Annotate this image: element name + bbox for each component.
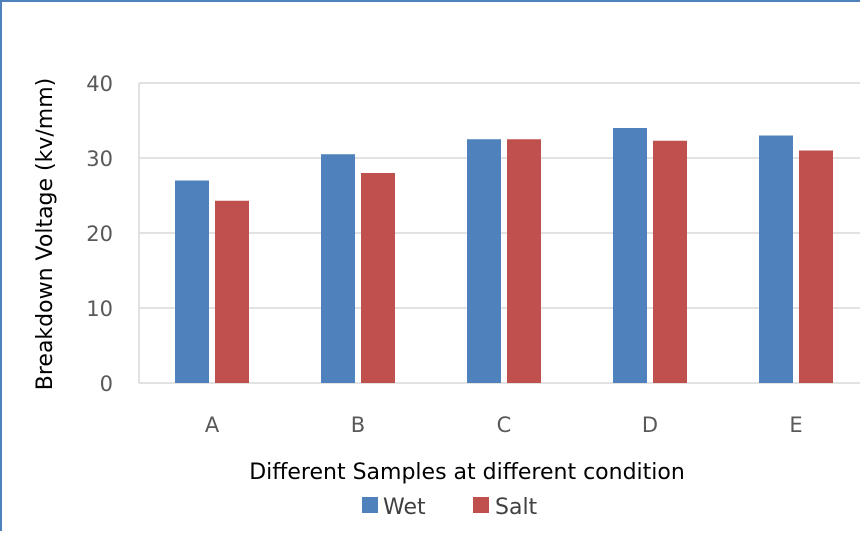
legend-label-salt: Salt: [495, 495, 538, 520]
legend-swatch-salt: [473, 497, 489, 513]
x-tick-label: A: [205, 413, 220, 437]
legend-label-wet: Wet: [383, 495, 426, 520]
x-axis-title: Different Samples at different condition: [249, 460, 685, 485]
x-tick-label: E: [789, 413, 802, 437]
bar-salt-c: [507, 139, 541, 383]
x-tick-label: C: [497, 413, 512, 437]
bar-wet-d: [613, 128, 647, 383]
y-tick-label: 40: [86, 72, 113, 96]
x-tick-label: B: [351, 413, 365, 437]
bar-wet-e: [759, 135, 793, 383]
legend: Wet Salt: [362, 495, 538, 520]
bar-salt-b: [361, 173, 395, 383]
bars: [175, 128, 833, 383]
y-tick-label: 10: [86, 297, 113, 321]
y-tick-labels: 0 10 20 30 40: [86, 72, 113, 396]
x-tick-labels: A B C D E: [205, 413, 803, 437]
bar-wet-a: [175, 180, 209, 383]
bar-wet-c: [467, 139, 501, 383]
bar-salt-a: [215, 200, 249, 383]
bar-salt-d: [653, 140, 687, 383]
legend-swatch-wet: [362, 497, 378, 513]
y-tick-label: 20: [86, 222, 113, 246]
bar-wet-b: [321, 154, 355, 383]
bar-salt-e: [799, 150, 833, 383]
x-tick-label: D: [642, 413, 658, 437]
y-tick-label: 0: [100, 372, 113, 396]
y-axis-title: Breakdown Voltage (kv/mm): [33, 78, 58, 390]
y-tick-label: 30: [86, 147, 113, 171]
